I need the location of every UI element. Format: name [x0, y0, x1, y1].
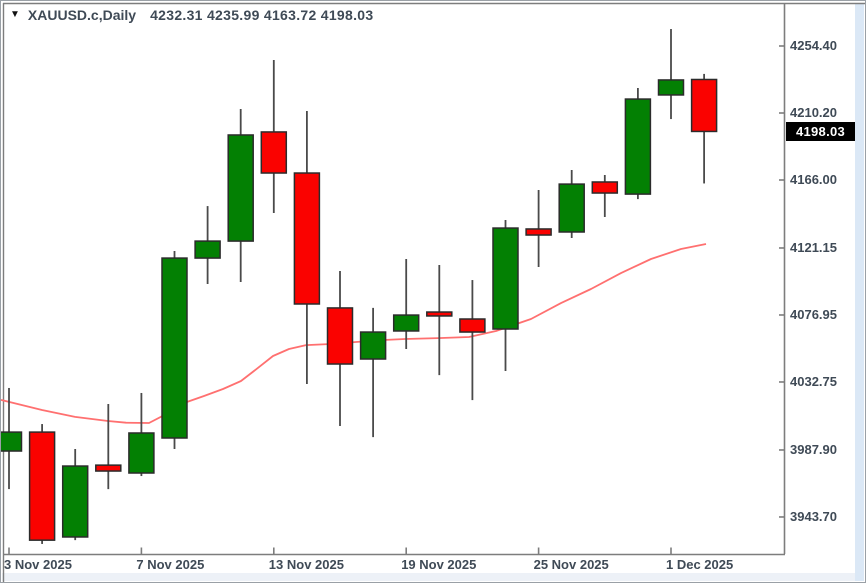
- candle-body: [61, 465, 89, 538]
- candle-body: [558, 183, 585, 233]
- y-axis-label: 4210.20: [790, 105, 837, 120]
- candle-body: [492, 227, 519, 330]
- candle-body: [260, 131, 288, 174]
- candle-body: [525, 228, 552, 236]
- x-axis-label: 25 Nov 2025: [533, 557, 609, 572]
- window-edge-strip-bottom: [2, 573, 855, 581]
- chart-title-quotes: 4232.31 4235.99 4163.72 4198.03: [150, 7, 374, 23]
- candle-body: [326, 307, 354, 365]
- candle-body: [128, 432, 155, 474]
- candle-body: [161, 257, 188, 439]
- x-axis-label: 3 Nov 2025: [4, 557, 72, 572]
- candle-body: [657, 79, 685, 96]
- window-edge-strip-right: [855, 4, 864, 581]
- x-axis-label: 13 Nov 2025: [268, 557, 344, 572]
- candle-body: [426, 311, 453, 317]
- candle-body: [624, 98, 652, 195]
- candle-body: [227, 134, 254, 242]
- candle-body: [293, 172, 321, 305]
- y-axis-label: 4121.15: [790, 239, 837, 255]
- x-axis-label: 1 Dec 2025: [666, 557, 734, 572]
- y-axis-label: 3943.70: [790, 508, 837, 524]
- candle-body: [28, 431, 56, 541]
- x-axis-label: 19 Nov 2025: [401, 557, 477, 572]
- candle-body: [1, 431, 23, 452]
- candle-body: [359, 331, 387, 360]
- chart-title-row: ▼ XAUUSD.c,Daily 4232.31 4235.99 4163.72…: [10, 7, 373, 23]
- x-axis-label: 7 Nov 2025: [136, 557, 205, 572]
- current-price-tag: 4198.03: [786, 121, 855, 141]
- candle-body: [194, 240, 221, 259]
- candle-body: [392, 314, 420, 332]
- candle-body: [459, 318, 486, 333]
- symbol-dropdown-icon[interactable]: ▼: [10, 9, 20, 20]
- y-axis-label: 4166.00: [790, 172, 837, 187]
- ma-line: [1, 243, 707, 424]
- chart-title-symbol: XAUUSD.c,Daily: [27, 7, 137, 23]
- y-axis-label: 4076.95: [790, 306, 837, 322]
- y-axis-label: 4254.40: [790, 38, 837, 53]
- candle-body: [591, 181, 619, 194]
- candle-body: [95, 464, 122, 472]
- candle-body: [690, 78, 718, 133]
- y-axis-label: 4032.75: [790, 373, 837, 389]
- y-axis-label: 3987.90: [790, 441, 837, 457]
